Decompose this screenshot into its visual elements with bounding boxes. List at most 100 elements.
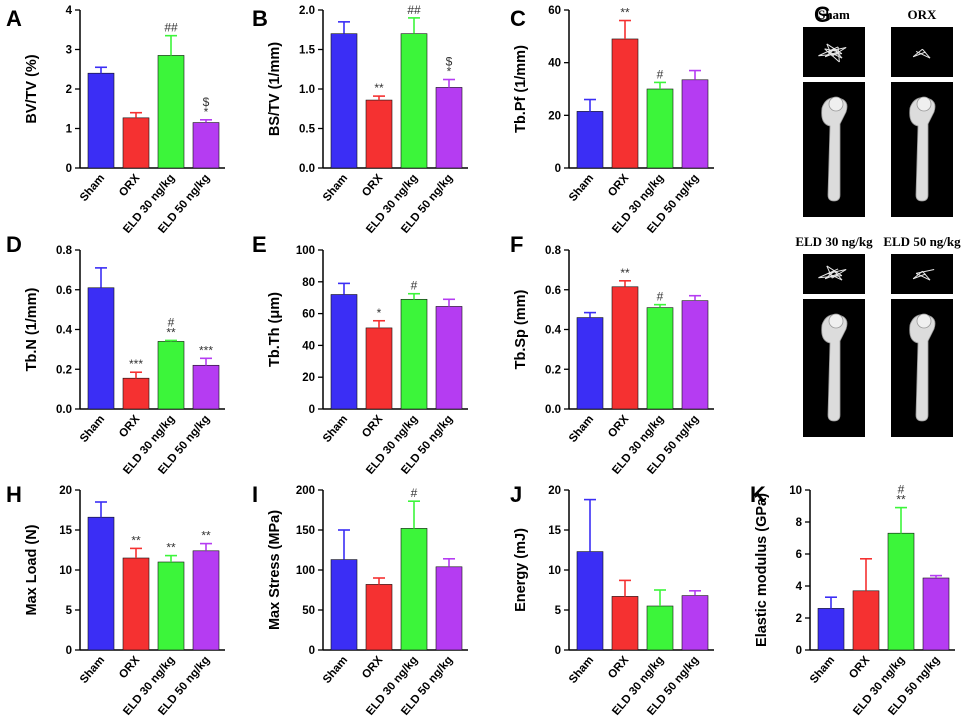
trabecular-strut — [922, 270, 931, 281]
x-category-label: Sham — [567, 413, 596, 445]
significance-mark: ** — [374, 81, 384, 95]
microct-group-label: ELD 30 ng/kg — [795, 234, 873, 249]
significance-mark: * — [447, 65, 452, 79]
y-tick-label: 5 — [66, 605, 73, 617]
panel-label: F — [510, 232, 523, 257]
significance-mark: ## — [164, 21, 178, 35]
bar-eld30 — [646, 88, 674, 169]
bar-sham — [576, 111, 604, 169]
significance-mark: ** — [166, 325, 176, 339]
panel-f: F0.00.20.40.60.8Tb.Sp (mm)Sham**ORX#ELD … — [510, 232, 714, 477]
y-tick-label: 2 — [66, 84, 72, 96]
microct-trabecular-image — [803, 27, 865, 77]
x-category-label: ORX — [606, 654, 631, 681]
x-category-label: ORX — [606, 413, 631, 440]
y-tick-label: 10 — [548, 565, 561, 577]
panel-label: A — [6, 6, 22, 31]
significance-mark: # — [411, 486, 418, 500]
y-axis-title: Tb.N (1/mm) — [24, 287, 40, 371]
y-tick-label: 50 — [302, 605, 315, 617]
y-tick-label: 0.0 — [299, 163, 315, 175]
bar-eld50 — [192, 122, 220, 169]
femoral-head — [828, 96, 844, 112]
y-tick-label: 0.4 — [56, 325, 73, 337]
bar-sham — [330, 33, 358, 169]
bar-orx — [611, 286, 639, 410]
trabecular-strut — [827, 269, 847, 274]
x-category-label: Sham — [78, 413, 107, 445]
y-tick-label: 0.0 — [545, 404, 561, 416]
y-tick-label: 150 — [296, 525, 315, 537]
panel-b: B0.00.51.01.52.0BS/TV (1/mm)Sham**ORX##E… — [252, 3, 468, 236]
y-tick-label: 0 — [66, 163, 72, 175]
significance-mark: # — [657, 67, 664, 81]
y-tick-label: 0 — [66, 645, 72, 657]
trabecular-strut — [837, 46, 840, 63]
panel-label: J — [510, 482, 522, 507]
significance-mark: ** — [201, 529, 211, 543]
y-tick-label: 20 — [302, 372, 315, 384]
x-category-label: ORX — [847, 654, 872, 681]
y-tick-label: 20 — [548, 485, 561, 497]
significance-mark: *** — [129, 357, 143, 371]
y-tick-label: 200 — [296, 485, 315, 497]
y-axis-title: Tb.Th (μm) — [267, 292, 283, 367]
bar-eld30 — [887, 532, 915, 651]
y-tick-label: 8 — [796, 517, 803, 529]
x-category-label: Sham — [567, 172, 596, 204]
y-tick-label: 0 — [555, 645, 561, 657]
panel-label: E — [252, 232, 267, 257]
y-tick-label: 2.0 — [299, 5, 315, 17]
significance-mark: ** — [166, 541, 176, 555]
microct-trabecular-image — [891, 254, 953, 294]
y-tick-label: 10 — [59, 565, 72, 577]
significance-mark: # — [411, 279, 418, 293]
y-tick-label: 60 — [548, 5, 561, 17]
y-tick-label: 1 — [66, 124, 73, 136]
bar-eld30 — [157, 561, 185, 651]
y-tick-label: 4 — [796, 581, 803, 593]
femoral-head — [828, 313, 844, 329]
bar-orx — [122, 377, 150, 410]
y-axis-title: Elastic modulus (GPa) — [754, 493, 770, 647]
x-category-label: Sham — [78, 654, 107, 686]
y-tick-label: 15 — [548, 525, 561, 537]
bar-sham — [817, 608, 845, 651]
y-tick-label: 0.4 — [545, 325, 562, 337]
bar-eld30 — [646, 605, 674, 651]
trabecular-strut — [824, 48, 838, 53]
significance-mark: # — [168, 315, 175, 329]
y-tick-label: 100 — [296, 245, 315, 257]
y-tick-label: 80 — [302, 277, 315, 289]
bar-eld30 — [646, 307, 674, 410]
y-tick-label: 20 — [59, 485, 72, 497]
x-category-label: ORX — [606, 172, 631, 199]
y-tick-label: 20 — [548, 110, 561, 122]
bar-eld50 — [192, 550, 220, 651]
bar-eld50 — [681, 300, 709, 410]
trabecular-strut — [912, 48, 923, 58]
bar-sham — [87, 287, 115, 410]
y-tick-label: 4 — [66, 5, 73, 17]
y-tick-label: 0 — [555, 163, 561, 175]
bar-orx — [365, 327, 393, 410]
microct-trabecular-image — [803, 254, 865, 294]
panel-label: K — [750, 482, 766, 507]
x-category-label: ORX — [360, 172, 385, 199]
bar-orx — [611, 38, 639, 169]
panel-label: H — [6, 482, 22, 507]
y-tick-label: 0.2 — [545, 364, 561, 376]
significance-mark: ** — [620, 266, 630, 280]
trabecular-strut — [912, 273, 926, 280]
bar-eld50 — [681, 79, 709, 169]
significance-mark: $ — [203, 95, 210, 109]
x-category-label: ORX — [117, 413, 142, 440]
bar-eld50 — [435, 306, 463, 410]
y-tick-label: 5 — [555, 605, 562, 617]
significance-mark: # — [657, 290, 664, 304]
significance-mark: ** — [620, 6, 630, 20]
